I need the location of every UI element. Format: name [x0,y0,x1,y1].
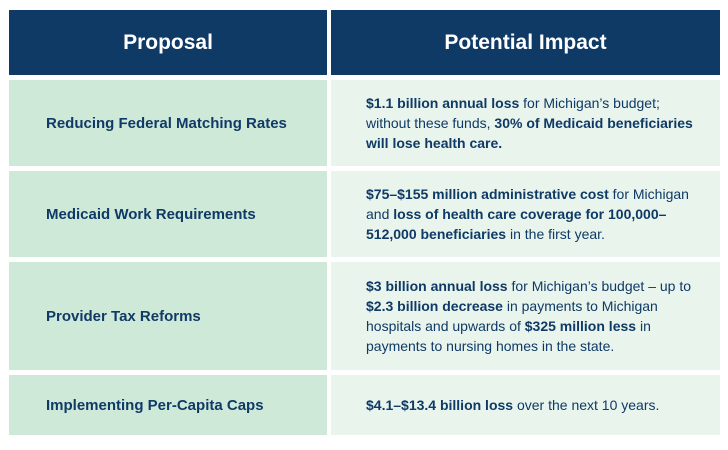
impact-text: $75–$155 million administrative cost for… [366,184,706,244]
impact-segment: in payments to Michigan hospitals and up… [366,298,658,334]
impact-segment: for Michigan and [366,186,689,222]
impact-segment: for Michigan’s budget – up to [507,278,692,294]
proposal-cell: Medicaid Work Requirements [9,171,327,257]
table-row: Medicaid Work Requirements $75–$155 mill… [9,171,720,257]
impact-cell: $3 billion annual loss for Michigan’s bu… [331,262,720,370]
table-row: Provider Tax Reforms $3 billion annual l… [9,262,720,370]
proposal-cell: Implementing Per-Capita Caps [9,375,327,435]
table-row: Reducing Federal Matching Rates $1.1 bil… [9,80,720,166]
impact-segment: 30% of Medicaid beneficiaries will lose … [366,115,693,151]
proposal-cell: Provider Tax Reforms [9,262,327,370]
table-header-row: Proposal Potential Impact [9,10,720,75]
header-potential-impact: Potential Impact [331,10,720,75]
table-row: Implementing Per-Capita Caps $4.1–$13.4 … [9,375,720,435]
impact-segment: $2.3 billion decrease [366,298,503,314]
impact-segment: in payments to nursing homes in the stat… [366,318,651,354]
impact-cell: $1.1 billion annual loss for Michigan’s … [331,80,720,166]
header-proposal: Proposal [9,10,327,75]
impact-segment: in the first year. [506,226,605,242]
impact-segment: for Michigan’s budget; without these fun… [366,95,660,131]
impact-segment: loss of health care coverage for 100,000… [366,206,667,242]
impact-text: $1.1 billion annual loss for Michigan’s … [366,93,706,153]
impact-segment: $4.1–$13.4 billion loss [366,397,514,413]
impact-cell: $4.1–$13.4 billion loss over the next 10… [331,375,720,435]
impact-cell: $75–$155 million administrative cost for… [331,171,720,257]
proposal-cell: Reducing Federal Matching Rates [9,80,327,166]
impact-segment: $3 billion annual loss [366,278,508,294]
proposal-text: Medicaid Work Requirements [46,205,256,223]
impact-segment: over the next 10 years. [513,397,660,413]
impact-table: Proposal Potential Impact Reducing Feder… [9,10,720,440]
proposal-text: Implementing Per-Capita Caps [46,396,264,414]
impact-text: $4.1–$13.4 billion loss over the next 10… [366,395,659,415]
impact-segment: $1.1 billion annual loss [366,95,520,111]
proposal-text: Reducing Federal Matching Rates [46,114,287,132]
impact-text: $3 billion annual loss for Michigan’s bu… [366,276,706,356]
impact-segment: $325 million less [524,318,637,334]
proposal-text: Provider Tax Reforms [46,307,201,325]
impact-segment: $75–$155 million administrative cost [366,186,609,202]
